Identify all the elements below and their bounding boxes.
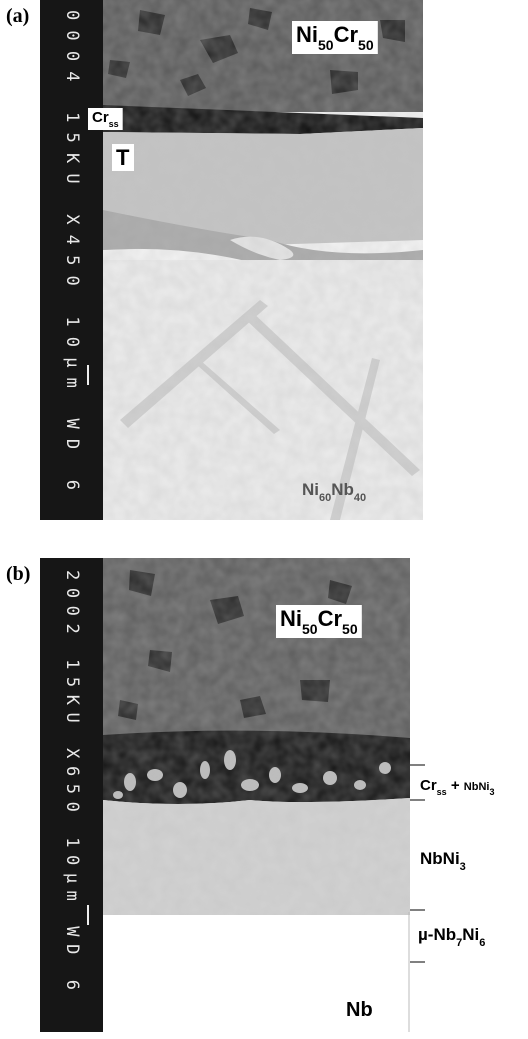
annotation-text: Nb	[346, 999, 373, 1021]
text-part: Ni	[462, 925, 479, 944]
annotation: Crss + NbNi3	[420, 777, 494, 797]
text-part: 6	[479, 937, 485, 949]
text-part: Nb	[331, 480, 354, 499]
micrograph-a	[40, 0, 423, 520]
text-part: 60	[319, 492, 331, 504]
text-part: ss	[437, 787, 447, 797]
micrograph-b	[40, 558, 425, 1032]
text-part: 40	[354, 492, 366, 504]
panel-label: (a)	[6, 5, 29, 27]
annotation: Ni50Cr50	[292, 21, 378, 54]
text-part: NbNi	[420, 849, 460, 868]
text-part: ss	[109, 119, 119, 129]
text-part: Nb	[346, 999, 373, 1021]
text-part: NbNi	[464, 781, 490, 793]
text-part: 3	[460, 861, 466, 873]
text-part: Cr	[334, 22, 359, 47]
text-part: 50	[302, 621, 318, 637]
text-part: +	[447, 777, 464, 794]
text-part: 50	[358, 37, 374, 53]
text-part: Ni	[296, 22, 318, 47]
annotation-text: µ-Nb7Ni6	[418, 925, 485, 949]
text-part: 50	[342, 621, 358, 637]
annotation: NbNi3	[420, 849, 466, 873]
text-part: Cr	[420, 777, 437, 794]
annotation-text: T	[116, 145, 130, 170]
annotation: Ni50Cr50	[276, 605, 362, 638]
text-part: Cr	[318, 606, 343, 631]
text-part: 3	[489, 787, 494, 797]
annotation-text: Crss + NbNi3	[420, 777, 494, 797]
text-part: Cr	[92, 109, 109, 126]
annotation-text: NbNi3	[420, 849, 466, 873]
annotation: Crss	[88, 108, 123, 130]
panel-label: (b)	[6, 563, 30, 585]
figure: (a)0004 15KU X450 10µm WD 6Ni50Cr50CrssT…	[0, 0, 528, 1039]
text-part: Ni	[280, 606, 302, 631]
text-part: T	[116, 145, 130, 170]
annotation: T	[112, 144, 134, 171]
text-part: µ-Nb	[418, 925, 456, 944]
text-part: Ni	[302, 480, 319, 499]
annotation: µ-Nb7Ni6	[418, 925, 485, 949]
annotation: Nb	[346, 999, 373, 1021]
text-part: 50	[318, 37, 334, 53]
